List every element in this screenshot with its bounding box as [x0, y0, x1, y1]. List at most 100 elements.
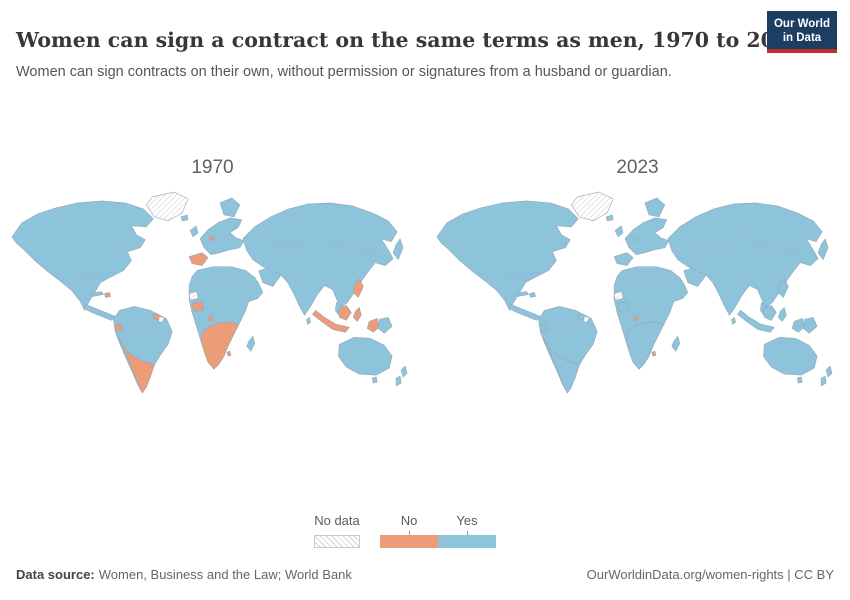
- region-belgium[interactable]: [208, 235, 214, 242]
- region-scandinavia[interactable]: [644, 197, 665, 218]
- region-cuba[interactable]: [89, 291, 104, 297]
- region-australia[interactable]: [337, 336, 392, 376]
- region-new-zealand-south[interactable]: [820, 375, 826, 387]
- region-sulawesi[interactable]: [777, 307, 787, 322]
- region-new-guinea-east[interactable]: [802, 317, 817, 334]
- region-hispaniola[interactable]: [103, 292, 111, 298]
- country-border-lines: [23, 238, 380, 339]
- legend-no-data-swatch[interactable]: [314, 535, 360, 548]
- region-iberia[interactable]: [613, 252, 633, 266]
- region-french-guiana: [582, 316, 590, 323]
- region-madagascar[interactable]: [246, 335, 255, 352]
- region-new-zealand-north[interactable]: [825, 365, 832, 378]
- region-iceland[interactable]: [180, 214, 188, 222]
- world-map-1970: [0, 187, 425, 396]
- region-southern-africa[interactable]: [625, 322, 664, 370]
- chart-footer: Data source: Women, Business and the Law;…: [16, 567, 834, 582]
- region-sri-lanka[interactable]: [305, 317, 311, 325]
- region-iceland[interactable]: [605, 214, 613, 222]
- legend-yes-label: Yes: [456, 513, 478, 528]
- world-map-2023: [425, 187, 850, 396]
- map-panel-2023: 2023: [425, 157, 850, 396]
- legend-color-bar: No Yes: [380, 513, 496, 548]
- region-iberia[interactable]: [188, 252, 208, 266]
- region-borneo[interactable]: [762, 305, 777, 321]
- region-eswatini[interactable]: [226, 350, 231, 357]
- legend-item-no[interactable]: No: [380, 513, 438, 548]
- region-asia[interactable]: [242, 202, 397, 316]
- region-french-guiana: [157, 316, 165, 323]
- region-ecuador[interactable]: [113, 323, 123, 332]
- region-western-sahara: [613, 291, 623, 301]
- region-sulawesi[interactable]: [352, 307, 362, 322]
- region-north-america[interactable]: [436, 200, 579, 311]
- region-central-america[interactable]: [82, 304, 116, 321]
- legend-item-no-data[interactable]: No data: [314, 513, 360, 548]
- region-cuba[interactable]: [514, 291, 529, 297]
- region-equatorial-guinea[interactable]: [207, 316, 213, 322]
- region-tasmania[interactable]: [796, 376, 803, 384]
- region-hispaniola[interactable]: [528, 292, 536, 298]
- owid-logo-line1: Our World: [773, 18, 830, 30]
- region-philippines[interactable]: [352, 278, 364, 298]
- region-central-america[interactable]: [507, 304, 541, 321]
- region-belgium[interactable]: [633, 235, 639, 242]
- region-west-africa[interactable]: [191, 301, 204, 312]
- legend-yes-swatch[interactable]: [438, 535, 496, 548]
- world-map-svg: [11, 191, 407, 394]
- region-sumatra-java[interactable]: [311, 310, 350, 333]
- region-west-africa[interactable]: [616, 301, 629, 312]
- region-equatorial-guinea[interactable]: [632, 316, 638, 322]
- owid-logo-line2: in Data: [782, 31, 822, 44]
- region-new-guinea-east[interactable]: [377, 317, 392, 334]
- legend-no-label: No: [400, 513, 418, 528]
- region-australia[interactable]: [762, 336, 817, 376]
- data-source-note: Data source: Women, Business and the Law;…: [16, 567, 352, 582]
- world-map-svg: [436, 191, 832, 394]
- region-africa[interactable]: [613, 266, 688, 370]
- legend-no-tick: [408, 531, 410, 535]
- map-year-label-1970: 1970: [191, 157, 234, 178]
- region-scandinavia[interactable]: [219, 197, 240, 218]
- region-tasmania[interactable]: [371, 376, 378, 384]
- owid-logo[interactable]: Our World in Data: [767, 11, 837, 52]
- region-new-zealand-south[interactable]: [395, 375, 401, 387]
- region-greenland: [570, 191, 613, 222]
- region-europe[interactable]: [199, 217, 244, 255]
- legend-no-swatch[interactable]: [380, 535, 438, 548]
- owid-url-link[interactable]: OurWorldinData.org/women-rights | CC BY: [586, 567, 834, 582]
- region-southern-cone[interactable]: [540, 333, 580, 394]
- region-north-america[interactable]: [11, 200, 154, 311]
- map-year-label-2023: 2023: [616, 157, 659, 178]
- owid-logo-accent-bar: [767, 49, 837, 53]
- region-southern-africa[interactable]: [200, 322, 239, 370]
- region-eswatini[interactable]: [651, 350, 656, 357]
- region-japan[interactable]: [392, 238, 403, 260]
- region-united-kingdom[interactable]: [189, 225, 198, 238]
- region-new-guinea-west[interactable]: [791, 318, 805, 333]
- region-asia[interactable]: [667, 202, 822, 316]
- map-panel-1970: 1970: [0, 157, 425, 396]
- region-philippines[interactable]: [777, 278, 789, 298]
- region-europe[interactable]: [624, 217, 669, 255]
- legend-yes-tick: [466, 531, 468, 535]
- region-madagascar[interactable]: [671, 335, 680, 352]
- maps-row: 1970: [0, 157, 850, 396]
- region-new-guinea-west[interactable]: [366, 318, 380, 333]
- legend-no-data-label: No data: [314, 513, 360, 528]
- region-united-kingdom[interactable]: [614, 225, 623, 238]
- legend-item-yes[interactable]: Yes: [438, 513, 496, 548]
- region-africa[interactable]: [188, 266, 263, 370]
- country-border-lines: [448, 238, 805, 339]
- region-borneo[interactable]: [337, 305, 352, 321]
- region-southern-cone[interactable]: [115, 333, 155, 394]
- region-japan[interactable]: [817, 238, 828, 260]
- region-new-zealand-north[interactable]: [400, 365, 407, 378]
- page-title: Women can sign a contract on the same te…: [16, 27, 804, 52]
- region-ecuador[interactable]: [538, 323, 548, 332]
- region-sumatra-java[interactable]: [736, 310, 775, 333]
- region-western-sahara: [188, 291, 198, 301]
- map-legend: No data No Yes: [0, 513, 850, 548]
- region-sri-lanka[interactable]: [730, 317, 736, 325]
